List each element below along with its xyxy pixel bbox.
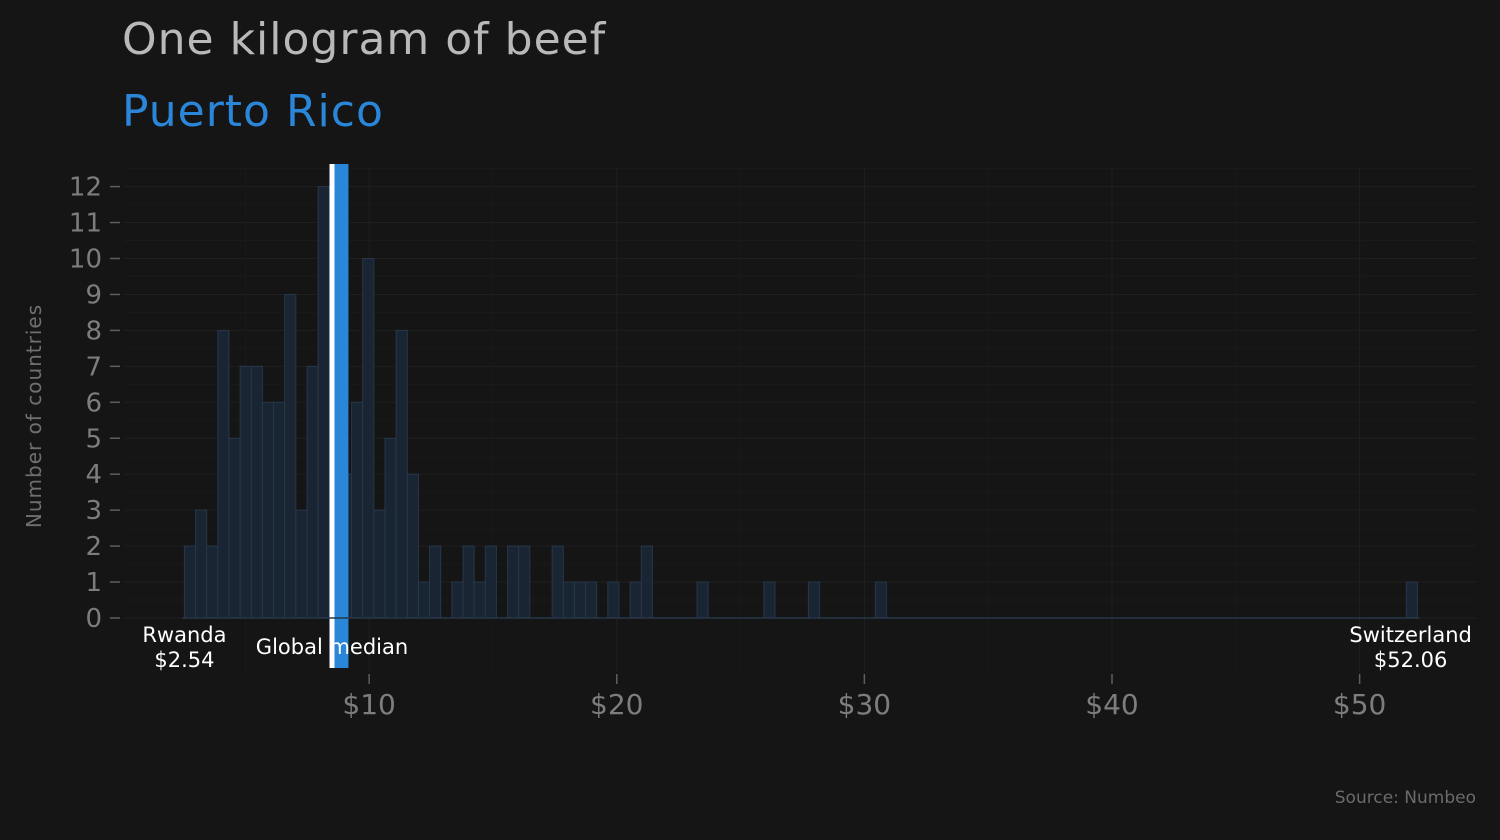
x-tick-label: $20 bbox=[590, 688, 643, 721]
y-tick-label: 12 bbox=[69, 173, 102, 203]
histogram-bar bbox=[417, 581, 431, 619]
histogram-bar bbox=[640, 545, 653, 619]
global-median-line bbox=[329, 164, 335, 668]
histogram-bar bbox=[429, 545, 442, 619]
global-median-label: Global median bbox=[256, 635, 408, 659]
x-tick-label: $50 bbox=[1333, 688, 1386, 721]
source-note: Source: Numbeo bbox=[1334, 788, 1476, 808]
annotation-max-country: Switzerland bbox=[1349, 623, 1472, 647]
y-tick-label: 8 bbox=[85, 316, 102, 346]
y-tick-label: 10 bbox=[69, 245, 102, 275]
y-tick-label: 2 bbox=[85, 532, 102, 562]
histogram-bar bbox=[518, 545, 531, 619]
histogram-bar bbox=[317, 186, 330, 619]
histogram-bar bbox=[484, 545, 497, 619]
histogram-bar bbox=[406, 473, 419, 619]
histogram-bar bbox=[284, 293, 297, 619]
histogram-bar bbox=[807, 581, 821, 619]
reference-lines bbox=[329, 164, 349, 668]
y-tick-label: 4 bbox=[85, 460, 102, 490]
y-tick-label: 1 bbox=[85, 568, 102, 598]
histogram-bar bbox=[473, 581, 486, 619]
histogram-bar bbox=[395, 329, 408, 619]
annotations: Rwanda$2.54 Switzerland$52.06 Global media… bbox=[142, 623, 1472, 672]
histogram-bar bbox=[228, 437, 241, 619]
histogram-bar bbox=[562, 581, 575, 619]
histogram-bar bbox=[384, 437, 397, 619]
histogram-bar bbox=[250, 365, 263, 619]
y-tick-label: 6 bbox=[85, 388, 102, 418]
histogram-bar bbox=[195, 509, 208, 619]
histogram-bar bbox=[573, 581, 587, 619]
histogram-bar bbox=[585, 581, 598, 619]
histogram-bar bbox=[451, 581, 464, 619]
x-tick-label: $40 bbox=[1085, 688, 1138, 721]
annotation-min-price: $2.54 bbox=[154, 648, 214, 672]
histogram-bar bbox=[607, 581, 620, 619]
histogram-bar bbox=[306, 365, 319, 619]
annotation-min-country: Rwanda bbox=[142, 623, 226, 647]
histogram-bar bbox=[261, 401, 275, 619]
histogram-bar bbox=[206, 545, 219, 619]
chart-subtitle: Puerto Rico bbox=[122, 86, 384, 137]
annotation-max-price: $52.06 bbox=[1374, 648, 1447, 672]
y-tick-label: 3 bbox=[85, 496, 102, 526]
histogram-bar bbox=[874, 581, 887, 619]
chart-title: One kilogram of beef bbox=[122, 14, 607, 65]
histogram-bar bbox=[763, 581, 776, 619]
y-tick-label: 11 bbox=[69, 209, 102, 239]
y-tick-label: 9 bbox=[85, 280, 102, 310]
highlight-country-line bbox=[330, 164, 349, 668]
histogram-bar bbox=[273, 401, 286, 619]
histogram-bar bbox=[507, 545, 520, 619]
histogram-bar bbox=[462, 545, 475, 619]
histogram-bar bbox=[629, 581, 642, 619]
histogram-bar bbox=[183, 545, 197, 619]
y-axis-label: Number of countries bbox=[22, 304, 46, 528]
y-tick-label: 5 bbox=[85, 424, 102, 454]
histogram-bar bbox=[696, 581, 709, 619]
histogram-bar bbox=[351, 401, 364, 619]
histogram-bar bbox=[362, 258, 375, 619]
histogram-bar bbox=[373, 509, 386, 619]
y-tick-label: 7 bbox=[85, 352, 102, 382]
histogram-bar bbox=[1405, 581, 1419, 619]
x-tick-label: $30 bbox=[838, 688, 891, 721]
x-tick-label: $10 bbox=[342, 688, 395, 721]
histogram-bar bbox=[239, 365, 252, 619]
histogram-bar bbox=[217, 329, 230, 619]
y-tick-label: 0 bbox=[85, 604, 102, 634]
histogram-bar bbox=[295, 509, 308, 619]
histogram-bar bbox=[551, 545, 564, 619]
